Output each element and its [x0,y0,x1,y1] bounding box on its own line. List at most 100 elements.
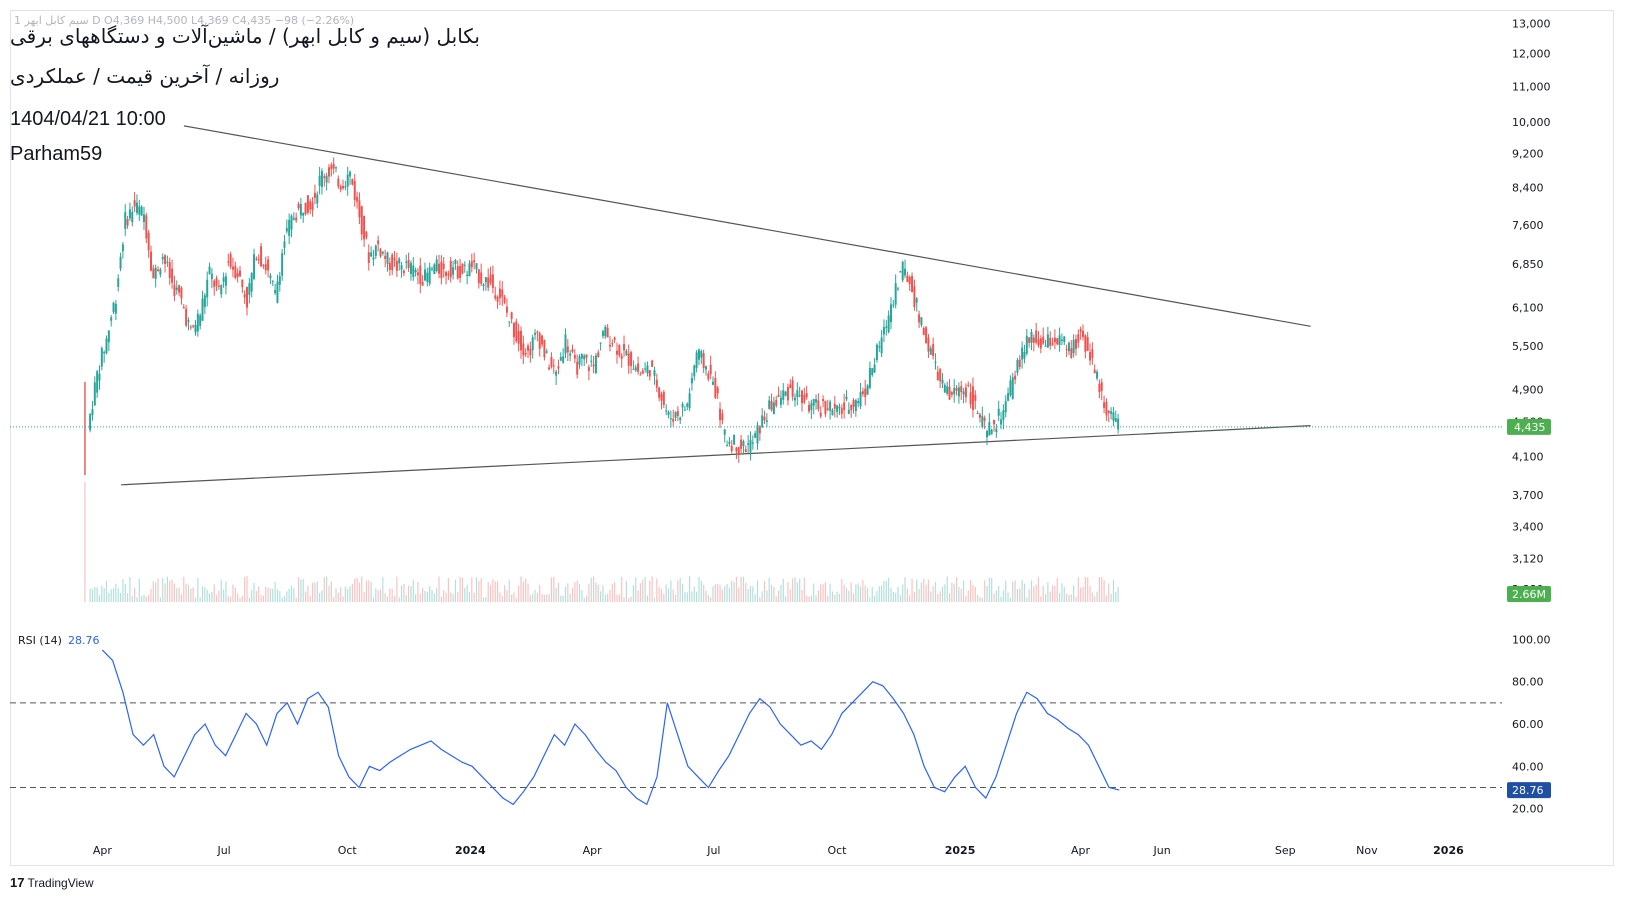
volume-bar [1087,577,1089,602]
candle-body [1053,337,1056,343]
volume-bar [1117,586,1119,602]
candle-body [976,413,979,415]
candle-body [749,439,752,453]
volume-bar [808,596,810,602]
price-tick-label: 10,000 [1512,116,1551,129]
volume-bar [642,579,644,602]
candle-body [822,399,825,402]
candle-body [353,181,356,200]
chart-frame [10,10,1614,866]
volume-bar [721,589,723,602]
candle-body [850,404,853,411]
rsi-axis[interactable]: 100.00 80.00 60.00 40.00 20.00 [1512,633,1551,815]
candle-body [765,420,768,422]
candle-body [536,331,539,333]
candle-body [367,252,370,264]
volume-bar [192,587,194,602]
tradingview-brand[interactable]: 17 TradingView [10,875,94,890]
volume-bar [159,597,161,602]
price-pane[interactable]: 13,000 12,000 11,000 10,000 9,200 8,400 7,600 6… [10,10,1554,622]
candle-body [929,348,932,355]
candle-body [700,351,703,358]
volume-bar [452,593,454,602]
candle-body [519,330,522,351]
rsi-pane[interactable]: 100.00 80.00 60.00 40.00 20.00 28.76 [10,625,1554,825]
candle-body [295,217,298,221]
volume-bar [319,592,321,602]
price-axis[interactable]: 13,000 12,000 11,000 10,000 9,200 8,400 7,600 6… [1512,18,1551,596]
volume-bar [794,577,796,602]
volume-bar [892,592,894,602]
time-axis[interactable]: Apr Jul Oct 2024 Apr Jul Oct 2025 Apr Jun Sep Nov 20… [10,838,1554,862]
volume-bar [747,588,749,602]
volume-bar [131,596,133,602]
candle-body [1060,339,1063,341]
candle-body [180,287,183,299]
volume-bar [897,586,899,602]
candle-body [925,327,928,344]
volume-bar [349,586,351,602]
volume-bar [735,576,738,602]
candle-body [747,443,750,445]
volume-bar [356,578,358,602]
candle-body [756,425,759,444]
volume-bar [1000,596,1002,602]
volume-bar [396,576,398,602]
volume-bar [895,592,897,602]
candle-body [754,433,757,438]
volume-bar [440,596,442,602]
volume-bar [878,586,880,602]
volume-bar [232,584,234,602]
volume-bar [433,593,435,602]
volume-bar [667,588,670,602]
candle-body [1077,334,1080,343]
volume-bar [1056,577,1058,602]
volume-bar [328,585,330,602]
candle-body [398,258,401,264]
volume-bar [696,591,698,602]
volume-bar [1098,577,1100,602]
candle-body [683,409,686,411]
volume-bar [185,583,187,602]
volume-bar [204,587,206,602]
rsi-legend-name: RSI (14) [18,634,62,647]
candle-body [548,367,551,370]
candle-body [344,186,347,188]
candle-body [716,387,719,394]
volume-bar [733,581,735,602]
volume-bar [307,585,309,602]
volume-bar [1019,588,1021,602]
candle-body [913,286,916,308]
candle-body [676,411,679,416]
candle-body [342,186,345,189]
candle-body [632,368,635,370]
candle-body [833,403,836,409]
volume-bar [515,597,517,602]
volume-bar [1091,592,1093,602]
candle-body [733,434,736,445]
volume-bar [955,577,958,602]
volume-bar [429,586,431,602]
trendlines[interactable] [121,125,1311,486]
candle-body [627,353,630,366]
price-tick-label: 5,500 [1512,340,1544,353]
volume-bar [553,576,555,602]
volume-bar [489,584,492,602]
volume-bar [358,582,361,602]
candle-body [283,241,286,248]
volume-bar [218,590,220,602]
candle-body [227,261,230,263]
volume-bar [970,579,972,602]
candle-body [175,287,178,290]
volume-bar [1070,594,1072,602]
candle-body [875,344,878,361]
rsi-tick-label: 40.00 [1512,760,1544,773]
volume-bar [230,596,232,602]
candle-body [993,419,996,425]
volume-bar [1058,593,1061,602]
candle-body [604,326,607,337]
candle-body [260,246,263,267]
time-tick-label: Apr [1071,844,1091,857]
volume-bar [136,597,138,602]
candle-body [562,356,565,363]
